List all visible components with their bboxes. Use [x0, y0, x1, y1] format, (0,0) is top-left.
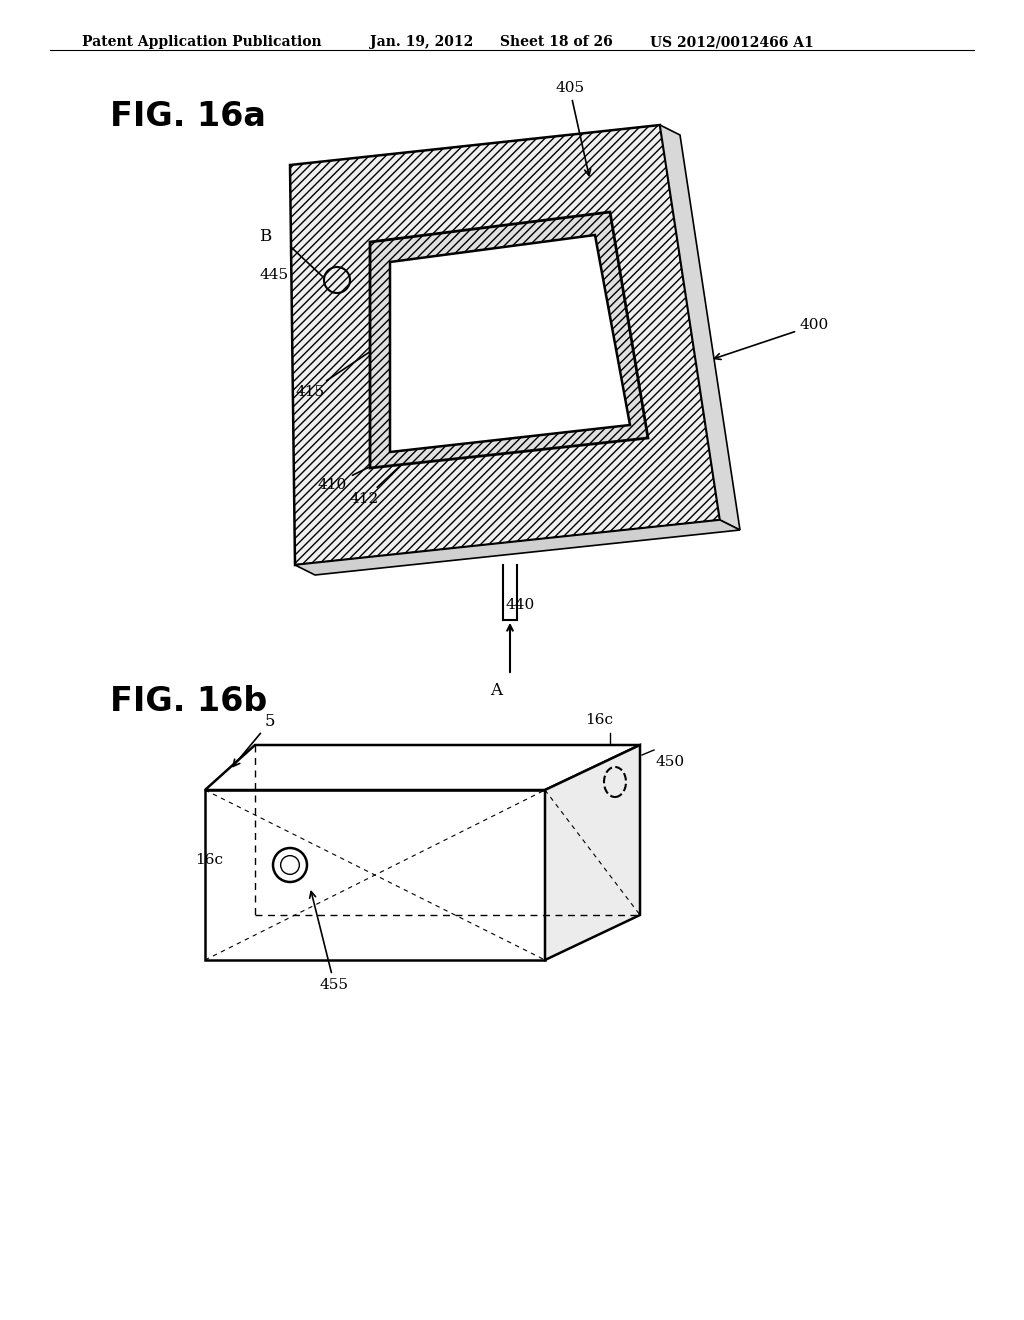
Polygon shape: [660, 125, 740, 531]
Text: Patent Application Publication: Patent Application Publication: [82, 36, 322, 49]
Polygon shape: [295, 520, 740, 576]
Polygon shape: [390, 235, 630, 451]
Polygon shape: [545, 744, 640, 960]
Text: A: A: [490, 682, 502, 700]
Text: Sheet 18 of 26: Sheet 18 of 26: [500, 36, 612, 49]
Polygon shape: [205, 789, 545, 960]
Polygon shape: [290, 125, 720, 565]
Text: 445: 445: [259, 268, 288, 282]
Text: 450: 450: [655, 755, 684, 770]
Text: 16c: 16c: [195, 853, 223, 867]
Text: 5: 5: [233, 713, 275, 767]
Text: 455: 455: [309, 891, 349, 993]
Text: 412: 412: [350, 441, 427, 506]
Text: Jan. 19, 2012: Jan. 19, 2012: [370, 36, 473, 49]
Text: US 2012/0012466 A1: US 2012/0012466 A1: [650, 36, 814, 49]
Polygon shape: [205, 744, 640, 789]
Text: 16c: 16c: [585, 713, 613, 727]
Text: FIG. 16b: FIG. 16b: [110, 685, 267, 718]
Polygon shape: [370, 213, 648, 469]
Text: 440: 440: [505, 598, 535, 612]
Text: 400: 400: [715, 318, 829, 359]
Text: 415: 415: [295, 347, 376, 399]
Text: FIG. 16a: FIG. 16a: [110, 100, 266, 133]
Text: 405: 405: [555, 81, 591, 176]
Text: B: B: [259, 228, 271, 246]
Text: 410: 410: [318, 454, 396, 492]
